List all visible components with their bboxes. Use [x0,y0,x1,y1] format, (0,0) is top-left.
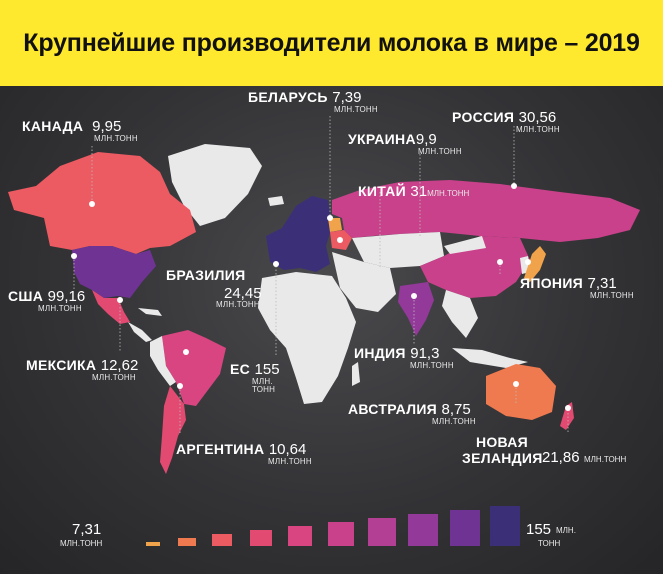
label-new-zealand: НОВАЯ ЗЕЛАНДИЯ 21,86 МЛН.ТОНН [462,434,627,466]
label-canada: КАНАДА 9,95 МЛН.ТОНН [22,118,138,143]
central-america-land [128,322,152,342]
pin-brazil-icon [183,349,189,355]
label-russia: РОССИЯ 30,56 МЛН.ТОНН [452,109,560,134]
pin-australia-icon [513,381,519,387]
belarus-land [328,218,342,232]
label-china: КИТАЙ 31МЛН.ТОНН [358,183,470,200]
legend-swatch-5 [288,526,312,546]
canada-land [8,152,196,254]
legend-swatch-1 [146,542,160,546]
pin-argentina-icon [177,383,183,389]
central-asia-land [352,232,444,268]
russia-land [332,180,640,242]
indonesia-land [452,348,528,368]
label-argentina: АРГЕНТИНА 10,64 МЛН.ТОНН [176,441,312,466]
page-title: Крупнейшие производители молока в мире –… [23,28,640,57]
legend-max-unit-2: ТОНН [538,539,561,548]
southeast-asia-land [442,290,478,338]
pin-new-zealand-icon [565,405,571,411]
eu-land [266,196,332,272]
legend-swatch-8 [408,514,438,546]
pin-usa-icon [71,253,77,259]
legend-swatch-4 [250,530,272,546]
africa-land [258,272,356,404]
japan-land [524,246,546,282]
india-land [398,282,434,336]
title-bar: Крупнейшие производители молока в мире –… [0,0,663,86]
legend-max-unit-1: МЛН. [556,526,576,535]
legend-scale [146,506,520,546]
label-australia: АВСТРАЛИЯ 8,75 МЛН.ТОНН [348,401,476,426]
south-america-west-land [150,336,176,386]
greenland-land [168,144,262,226]
pin-russia-icon [511,183,517,189]
pin-ukraine-icon [337,237,343,243]
label-usa: США 99,16 МЛН.ТОНН [8,288,86,313]
pin-eu-icon [273,261,279,267]
pin-belarus-icon [327,215,333,221]
label-ukraine: УКРАИНА9,9 МЛН.ТОНН [348,131,462,156]
mexico-land [92,290,130,324]
pin-mexico-icon [117,297,123,303]
label-belarus: БЕЛАРУСЬ 7,39 МЛН.ТОНН [248,89,378,114]
caribbean-land [138,308,162,316]
legend-swatch-10 [490,506,520,546]
pin-india-icon [411,293,417,299]
legend-swatch-2 [178,538,196,546]
legend-swatch-7 [368,518,396,546]
world-map [8,116,640,546]
legend-min-unit: МЛН.ТОНН [60,539,103,548]
location-pins [71,183,571,411]
iceland-land [268,196,284,206]
china-land [420,236,530,298]
australia-land [486,364,556,420]
argentina-land [160,386,186,474]
mongolia-land [444,236,486,254]
map-area: КАНАДА 9,95 МЛН.ТОНН БЕЛАРУСЬ 7,39 МЛН.Т… [0,86,663,574]
label-eu: ЕС 155 МЛН. ТОНН [230,361,280,394]
legend-swatch-3 [212,534,232,546]
pin-japan-icon [525,259,531,265]
usa-land [72,246,156,298]
label-mexico: МЕКСИКА 12,62 МЛН.ТОНН [26,357,139,382]
leader-lines [73,116,569,434]
label-india: ИНДИЯ 91,3 МЛН.ТОНН [354,345,454,370]
legend-swatch-9 [450,510,480,546]
legend-swatch-6 [328,522,354,546]
legend-max-value: 155 [526,521,552,538]
legend-min-value: 7,31 [72,521,102,538]
label-japan: ЯПОНИЯ 7,31 МЛН.ТОНН [520,275,634,300]
pin-china-icon [497,259,503,265]
pin-canada-icon [89,201,95,207]
label-brazil: БРАЗИЛИЯ 24,45 МЛН.ТОНН [166,267,262,309]
madagascar-land [352,362,360,386]
